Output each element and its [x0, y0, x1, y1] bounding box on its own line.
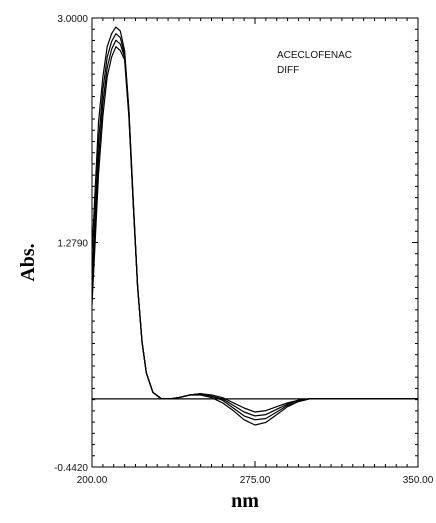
spectrum-line-2 [91, 33, 418, 417]
annotation-mode: DIFF [277, 65, 299, 76]
x-tick-label: 350.00 [403, 475, 434, 486]
y-axis-ticks: 3.0000 1.2790 -0.4420 [54, 14, 418, 474]
x-axis-ticks: 200.00 275.00 350.00 [77, 18, 434, 486]
y-tick-label: -0.4420 [54, 463, 88, 474]
spectrum-line-4 [91, 46, 418, 426]
plot-frame [91, 17, 419, 468]
spectrum-line-3 [91, 39, 418, 421]
series-layer [91, 26, 418, 426]
x-tick-label: 200.00 [77, 475, 108, 486]
annotation-compound: ACECLOFENAC [277, 50, 352, 61]
spectrum-line-1 [91, 26, 418, 413]
y-tick-label: 1.2790 [57, 239, 88, 250]
x-tick-label: 275.00 [240, 475, 271, 486]
y-axis-title: Abs. [17, 243, 39, 281]
x-axis-title: nm [231, 490, 259, 512]
y-tick-label: 3.0000 [57, 14, 88, 25]
